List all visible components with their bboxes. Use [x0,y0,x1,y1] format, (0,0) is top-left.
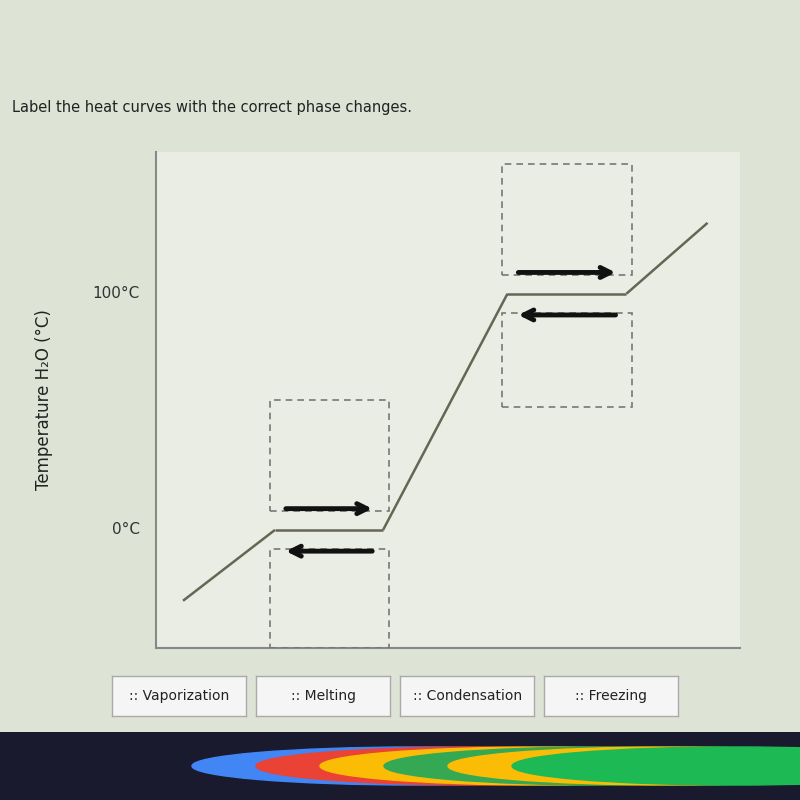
Circle shape [320,747,768,785]
Text: 0°C: 0°C [112,522,140,538]
Bar [270,400,389,511]
Text: :: Vaporization: :: Vaporization [129,689,230,703]
Circle shape [256,747,704,785]
Text: Label the heat curves with the correct phase changes.: Label the heat curves with the correct p… [12,100,412,115]
Text: Temperature H₂O (°C): Temperature H₂O (°C) [35,310,53,490]
Bar [270,549,389,648]
Bar [502,164,632,275]
Text: 100°C: 100°C [93,286,140,302]
Circle shape [192,747,640,785]
Circle shape [448,747,800,785]
Text: :: Condensation: :: Condensation [413,689,522,703]
Circle shape [512,747,800,785]
Circle shape [384,747,800,785]
Text: :: Melting: :: Melting [290,689,356,703]
Bar [502,313,632,407]
Text: :: Freezing: :: Freezing [575,689,647,703]
